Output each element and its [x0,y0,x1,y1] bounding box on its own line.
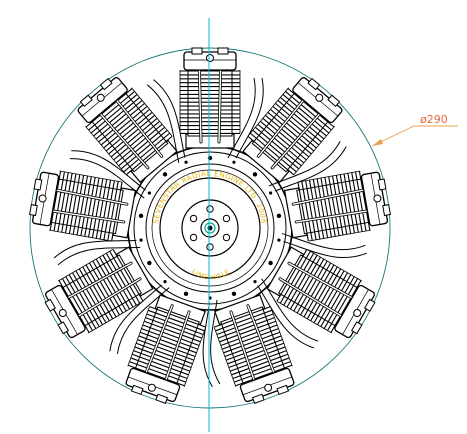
crankcase-bolt [147,191,151,195]
crankcase-bolt [147,261,151,265]
crankcase-bolt [163,172,167,176]
hub-bolts [139,156,281,300]
cylinder [29,150,146,242]
hub-bolt [222,214,231,223]
hub-bolt [206,205,214,213]
cylinder [77,77,186,183]
cylinder [257,246,376,349]
crankcase-bolt [139,238,143,242]
hub-bolt [222,233,231,242]
hub-center [204,222,216,234]
hub-bolt [189,233,198,242]
crankcase-bolt [277,238,281,242]
cylinder [276,170,391,259]
cylinder-group [29,47,391,404]
crankcase-bolt [139,214,143,218]
cylinder [44,239,154,339]
diameter-dimension: ø290 [371,113,458,147]
crankcase-bolt [269,191,273,195]
crankcase-bolt [232,160,236,164]
cylinder [109,284,207,404]
cylinder [202,291,295,404]
hub-bolt [189,214,198,223]
crankcase-bolt [232,292,236,296]
hub-bolt [206,243,214,251]
cylinder [242,77,347,192]
crankcase-bolt [184,160,188,164]
crankcase-bolt [253,280,257,284]
outer-boundary-circle [29,47,391,409]
crankcase-bolt [163,280,167,284]
crankcase-bolt [184,292,188,296]
crankcase-bolt [253,172,257,176]
crankcase-bolt [269,261,273,265]
crankcase-bolt [277,214,281,218]
diameter-label: ø290 [420,113,448,126]
cylinder [179,47,264,161]
propeller-hub [139,156,281,300]
